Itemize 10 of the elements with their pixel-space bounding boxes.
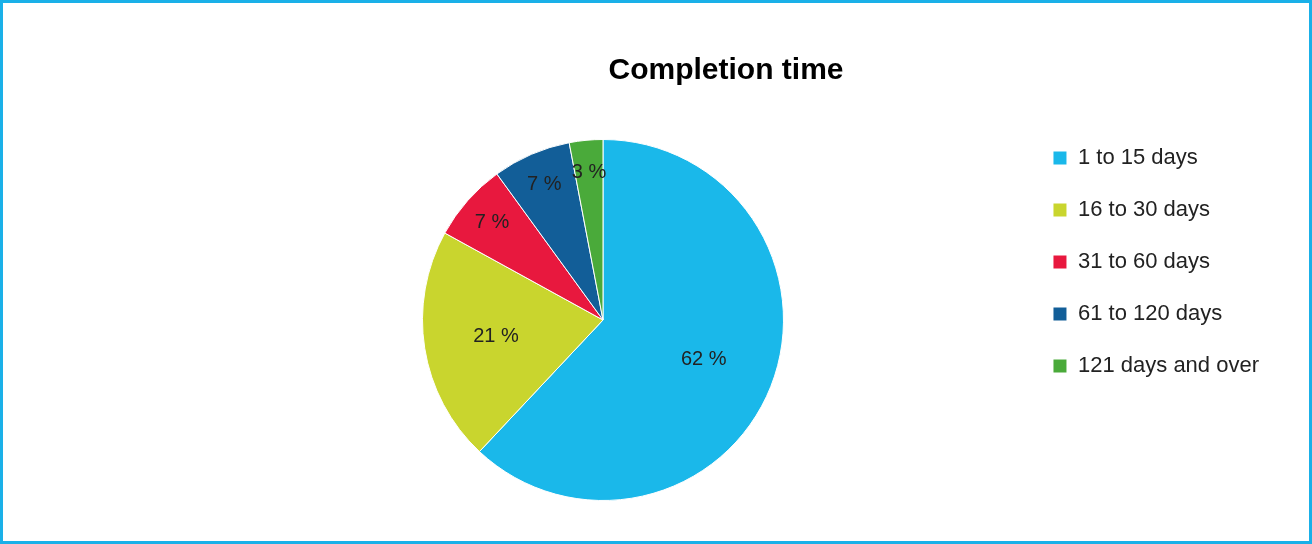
legend-label: 31 to 60 days [1077,248,1211,274]
data-label: 7 % [474,209,510,232]
legend-label: 61 to 120 days [1077,300,1223,326]
data-label: 62 % [680,347,727,370]
legend-label: 121 days and over [1077,352,1260,378]
data-label: 21 % [473,324,520,347]
legend-label: 16 to 30 days [1077,196,1211,222]
data-label: 7 % [526,171,562,194]
legend-label: 1 to 15 days [1077,144,1198,170]
chart-title: Completion time [608,52,844,86]
